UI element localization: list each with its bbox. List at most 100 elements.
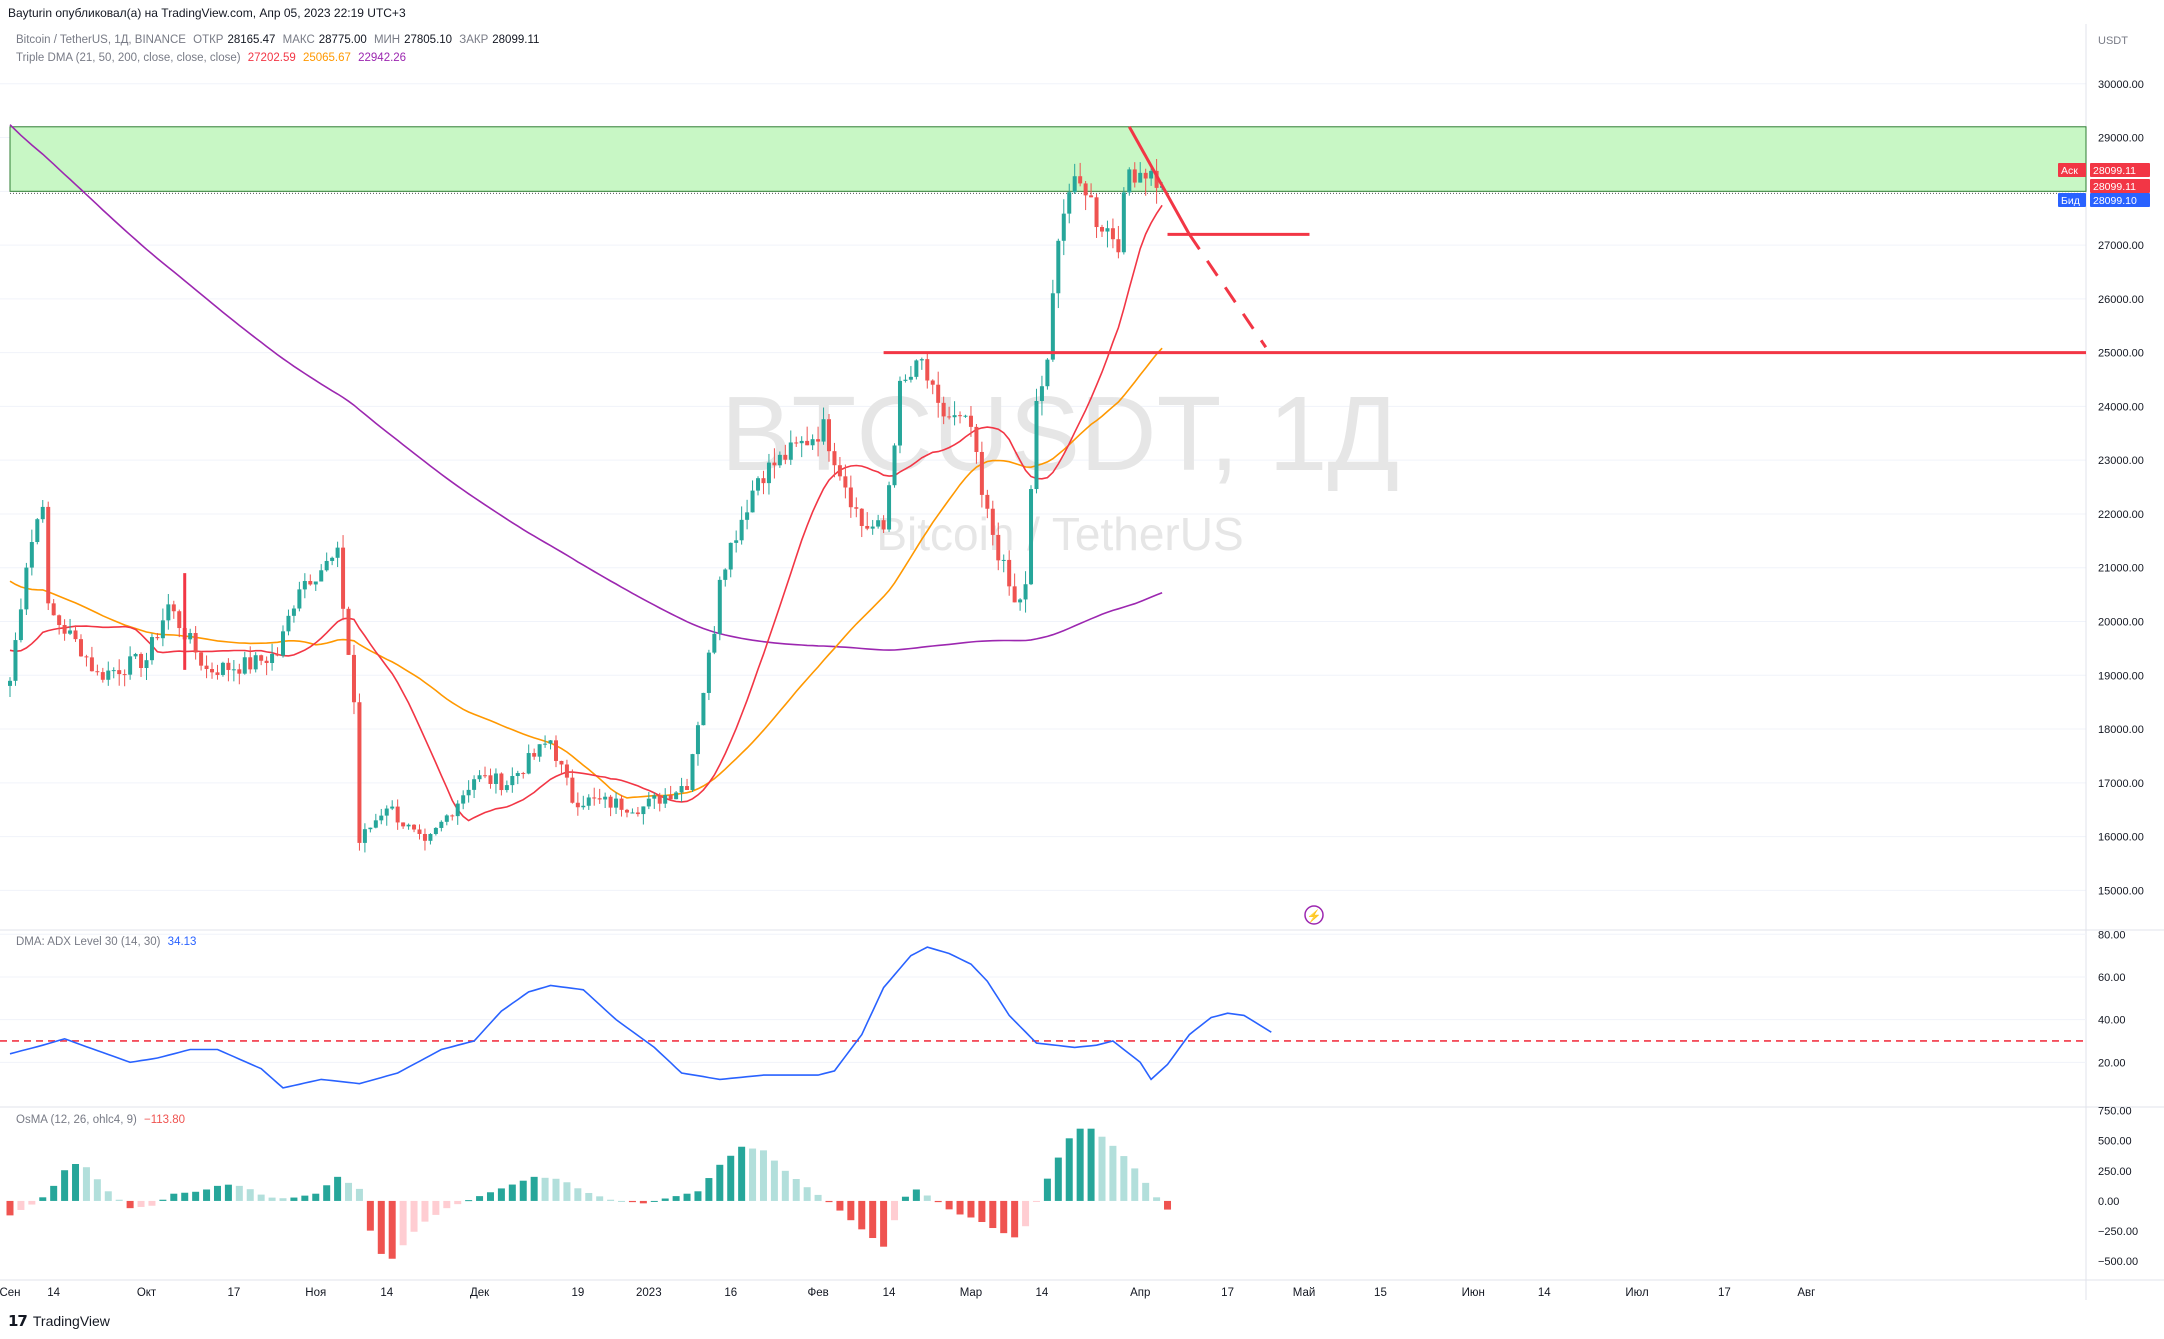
candle xyxy=(1023,571,1028,613)
candle-body xyxy=(881,520,886,530)
candle-body xyxy=(1094,197,1099,228)
osma-legend[interactable]: OsMA (12, 26, ohlc4, 9) −113.80 xyxy=(16,1114,185,1126)
candle xyxy=(1105,220,1110,248)
candle xyxy=(1132,162,1137,188)
candle-body xyxy=(155,637,160,639)
candle xyxy=(1012,573,1017,603)
osma-bar xyxy=(508,1184,516,1201)
osma-bar xyxy=(159,1199,167,1201)
candle-body xyxy=(477,775,482,780)
candle-body xyxy=(630,812,635,814)
candle-body xyxy=(297,589,302,609)
axes: USDT 15000.00 16000.00 17000.00 18000.00 1900… xyxy=(0,35,2144,1299)
osma-bar xyxy=(410,1200,418,1232)
candle xyxy=(259,654,264,666)
candle xyxy=(412,824,417,833)
indicator-legend[interactable]: Triple DMA (21, 50, 200, close, close, c… xyxy=(16,52,410,64)
candle-body xyxy=(1007,559,1012,587)
osma-bar xyxy=(39,1197,47,1201)
candle-body xyxy=(1121,192,1126,253)
osma-bar xyxy=(50,1185,58,1201)
candle xyxy=(723,568,728,587)
candle-body xyxy=(433,827,438,835)
candle xyxy=(756,476,761,496)
candle xyxy=(947,406,952,420)
candle-body xyxy=(559,760,564,765)
candle xyxy=(237,663,242,685)
osma-bar xyxy=(891,1200,899,1221)
candle-body xyxy=(220,662,225,675)
candle xyxy=(1061,199,1066,256)
candle-body xyxy=(291,608,296,616)
osma-name: OsMA (12, 26, ohlc4, 9) xyxy=(16,1114,137,1126)
candle xyxy=(903,374,908,383)
osma-bar xyxy=(607,1199,615,1201)
candle xyxy=(1039,375,1044,416)
candle xyxy=(914,359,919,380)
osma-bar xyxy=(585,1192,593,1201)
candle-body xyxy=(603,796,608,800)
candle xyxy=(968,406,973,437)
candle xyxy=(281,625,285,658)
candle xyxy=(100,667,105,683)
tradingview-brand[interactable]: 𝟭𝟳 TradingView xyxy=(8,1312,110,1330)
candle xyxy=(897,376,902,454)
osma-bar xyxy=(257,1194,265,1201)
osma-bar xyxy=(421,1200,429,1222)
osma-bar xyxy=(759,1150,767,1201)
candle xyxy=(597,788,602,804)
candle-body xyxy=(979,451,984,495)
candle xyxy=(734,530,739,553)
candle-body xyxy=(1143,172,1148,179)
candle xyxy=(843,464,848,499)
candle-body xyxy=(635,812,640,815)
candle-body xyxy=(624,809,629,813)
osma-bar xyxy=(749,1148,757,1201)
candle-body xyxy=(1067,192,1072,214)
candle-body xyxy=(1056,240,1061,294)
candle-body xyxy=(805,440,810,446)
publish-header: Bayturin опубликовал(а) на TradingView.c… xyxy=(8,6,406,20)
high-value: 28775.00 xyxy=(318,34,367,46)
candle-body xyxy=(772,462,777,466)
candle xyxy=(73,625,78,642)
candle xyxy=(231,660,236,682)
candle xyxy=(275,647,280,657)
candle xyxy=(18,598,23,643)
candle-body xyxy=(837,465,842,477)
symbol-legend[interactable]: Bitcoin / TetherUS, 1Д, BINANCE ОТКР 2816… xyxy=(16,34,543,46)
candle-body xyxy=(346,608,351,655)
candle-body xyxy=(897,380,902,446)
candle xyxy=(925,353,930,389)
candle xyxy=(777,451,782,468)
candle-body xyxy=(1078,176,1083,184)
candle xyxy=(706,649,711,701)
price-tick-label: 29000.00 xyxy=(2098,133,2144,145)
candle xyxy=(515,770,520,785)
candle-body xyxy=(204,665,209,670)
event-lightning-icon xyxy=(1304,905,1324,925)
candle xyxy=(958,411,963,424)
candle-body xyxy=(706,652,711,693)
candle xyxy=(78,634,83,657)
time-tick-label: Окт xyxy=(137,1287,157,1299)
osma-bar xyxy=(246,1189,254,1201)
candle xyxy=(46,501,51,611)
candle-body xyxy=(395,806,400,823)
candle xyxy=(919,357,924,370)
adx-legend[interactable]: DMA: ADX Level 30 (14, 30) 34.13 xyxy=(16,936,196,948)
osma-bar xyxy=(978,1200,986,1223)
candle xyxy=(1072,163,1077,194)
close-label: ЗАКР xyxy=(459,34,489,46)
candle-body xyxy=(1116,239,1121,253)
candle xyxy=(788,430,793,465)
candle xyxy=(128,646,133,680)
osma-bar xyxy=(104,1191,112,1201)
candle-body xyxy=(701,692,706,726)
candle-body xyxy=(117,670,122,675)
candle xyxy=(68,618,73,636)
candle-body xyxy=(892,445,897,486)
candle xyxy=(220,661,225,677)
candle-body xyxy=(461,795,466,804)
